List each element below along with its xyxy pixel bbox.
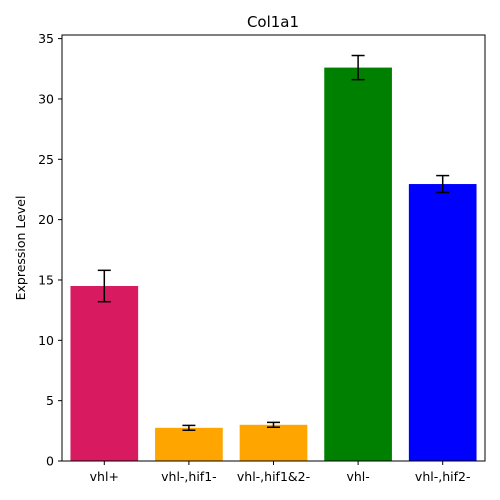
x-tick-label-0: vhl+	[90, 469, 119, 484]
x-tick-label-3: vhl-	[346, 469, 369, 484]
plot-frame	[61, 34, 486, 462]
y-tick-label-2: 10	[38, 333, 54, 348]
x-axis: vhl+ vhl-,hif1- vhl-,hif1&2- vhl-vhl-,hif2-	[90, 461, 471, 484]
error-bars-group	[97, 54, 450, 431]
bars-group	[70, 67, 477, 462]
y-tick-label-4: 20	[38, 212, 54, 227]
x-tick-label-4: vhl-,hif2-	[415, 469, 471, 484]
bar-4	[408, 184, 477, 462]
bar-2	[239, 424, 308, 461]
x-tick-label-1: vhl-,hif1-	[161, 469, 217, 484]
x-tick-label-2: vhl-,hif1&2-	[237, 469, 310, 484]
y-tick-label-6: 30	[38, 91, 54, 106]
y-tick-label-3: 15	[38, 272, 54, 287]
chart-title: Col1a1	[247, 13, 299, 31]
bar-1	[155, 427, 223, 461]
y-tick-label-0: 0	[46, 454, 54, 469]
bar-0	[70, 286, 139, 461]
y-axis-label: Expression Level	[13, 196, 28, 301]
y-tick-label-5: 25	[38, 152, 54, 167]
bar-3	[324, 67, 392, 461]
y-tick-label-1: 5	[46, 393, 54, 408]
y-axis: 0 5 10 15 20 25 30 35	[38, 31, 62, 469]
y-tick-label-7: 35	[38, 31, 54, 46]
